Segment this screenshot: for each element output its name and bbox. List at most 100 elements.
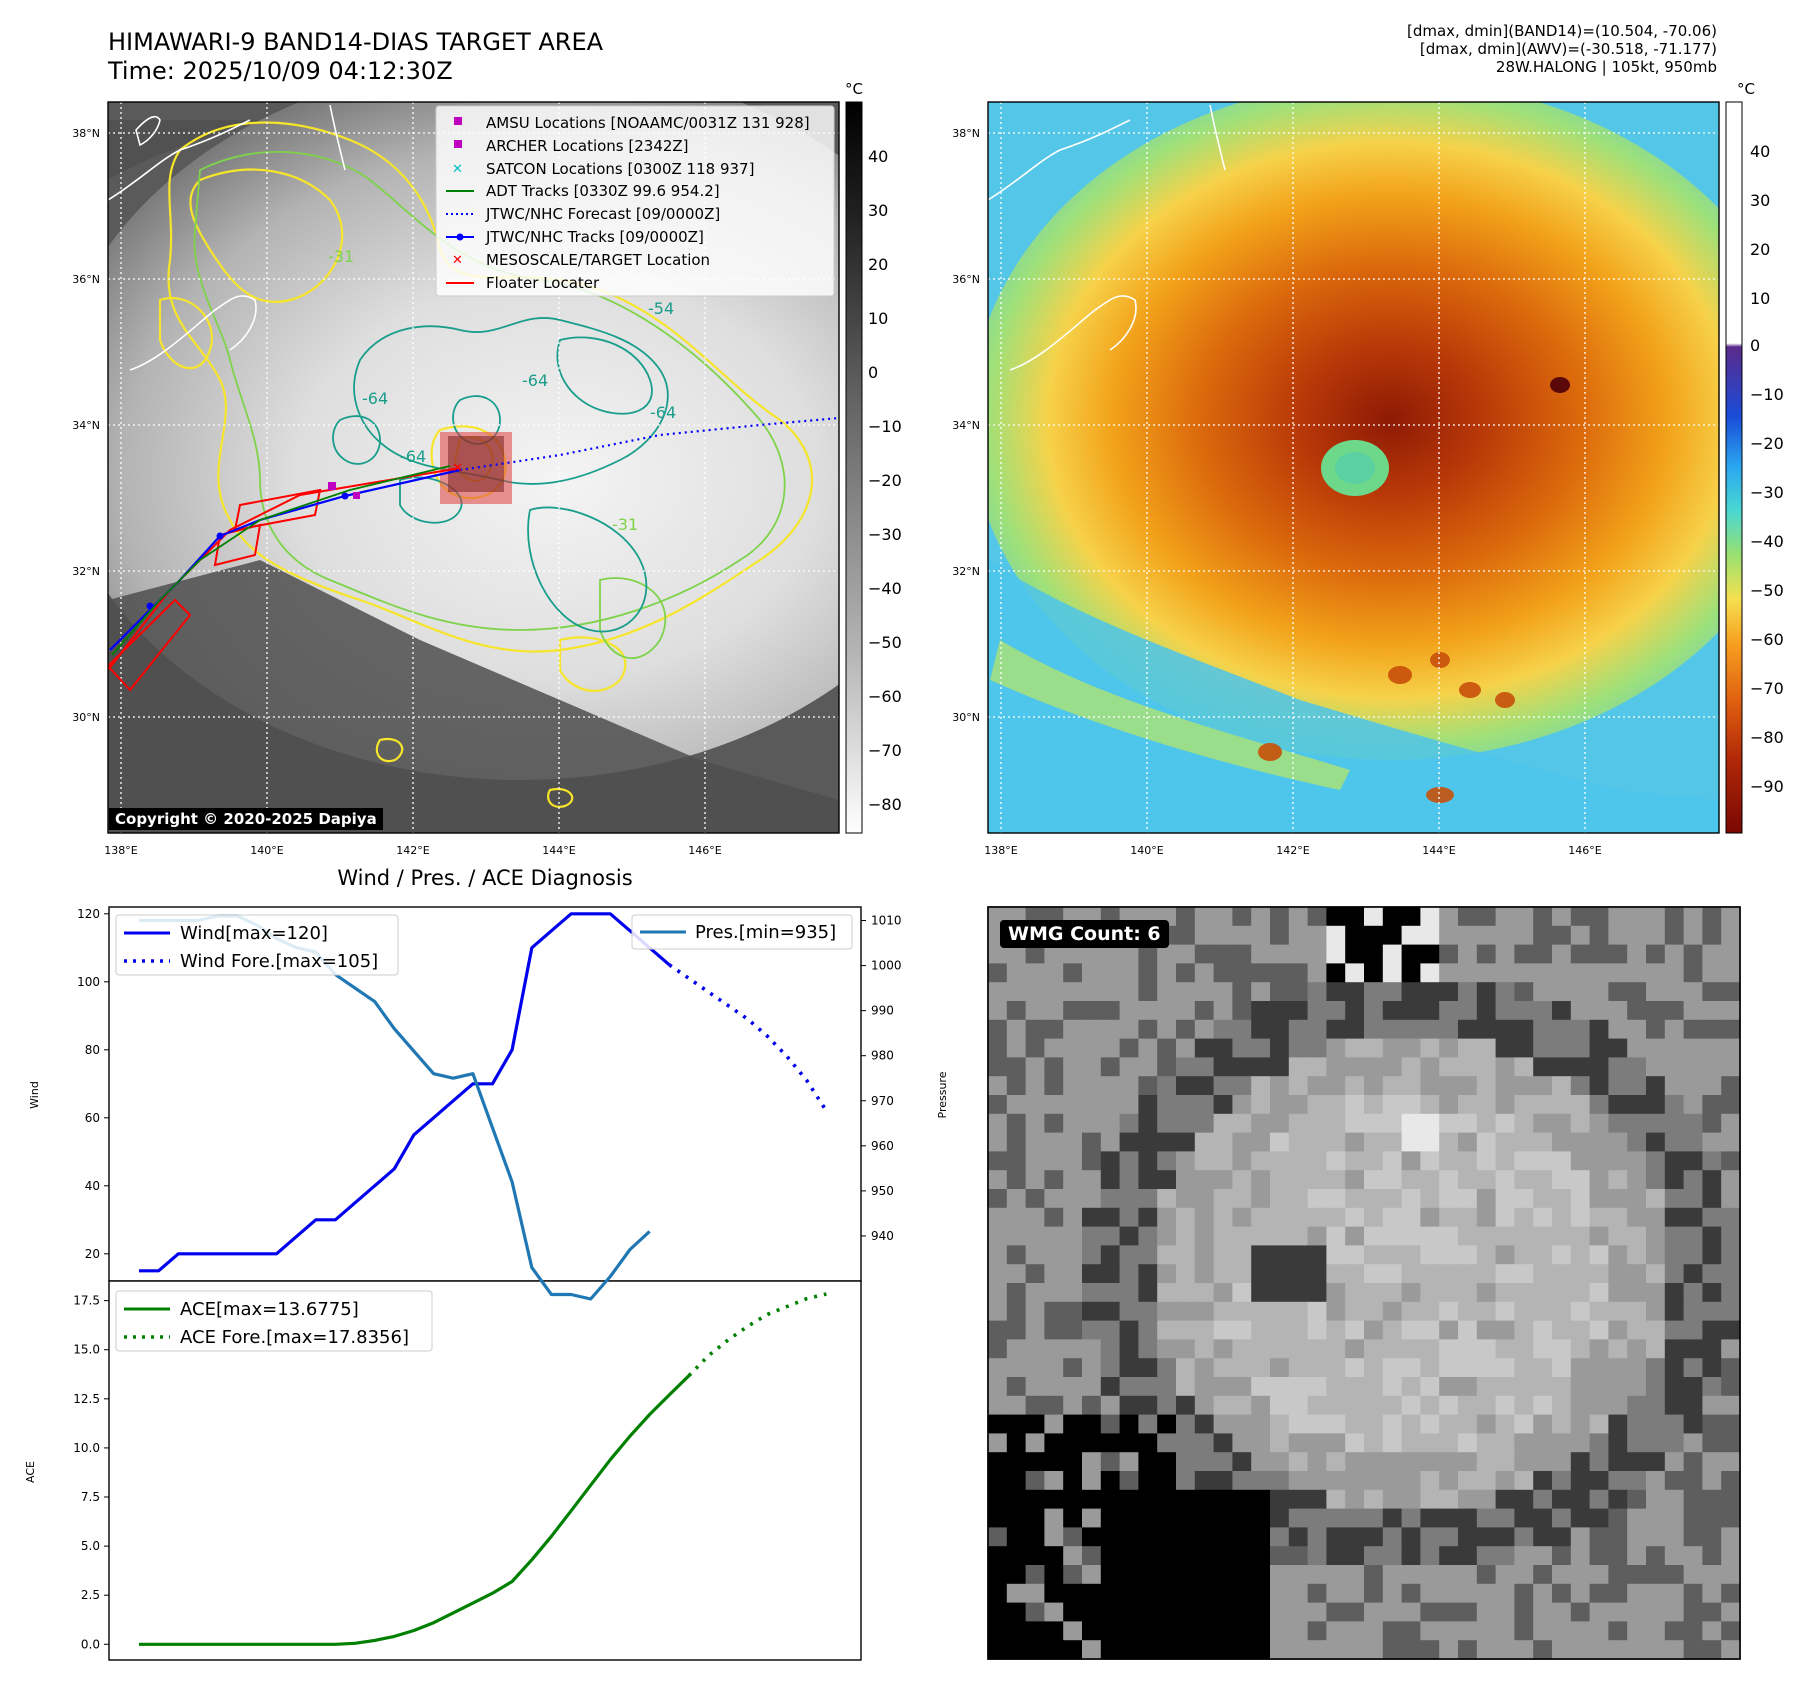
wmg-cell [1552,1226,1572,1246]
wmg-cell [1364,1565,1384,1585]
wmg-cell [1138,1377,1158,1397]
wmg-cell [1157,1489,1177,1510]
wmg-cell [1025,1546,1045,1566]
wmg-cell [1552,1170,1572,1190]
wmg-cell [1213,963,1233,983]
wmg-cell [1646,1640,1666,1660]
ace-y-ticks: 0.02.55.07.510.012.515.017.5 [73,1294,109,1651]
wmg-cell [1025,1301,1045,1322]
awv-image [988,102,1719,833]
wmg-cell [1514,1395,1534,1416]
wmg-cell [1157,1508,1177,1528]
wmg-cell [1213,925,1233,946]
wmg-cell [1476,1452,1497,1472]
wmg-cell [1251,1640,1271,1660]
wmg-count-badge: WMG Count: 6 [1000,920,1169,948]
wmg-cell [1702,1565,1722,1585]
wmg-cell [1439,1283,1459,1303]
wmg-cell [1138,1170,1158,1190]
wmg-cell [1721,1565,1741,1585]
wmg-cell [1063,1358,1083,1378]
wmg-cell [1627,1546,1647,1566]
wmg-cell [1138,1076,1158,1096]
wmg-cell [1288,1189,1309,1209]
wmg-cell [1401,1339,1421,1359]
pressure-legend: Pres.[min=935] [631,914,853,950]
wmg-cell [1213,1038,1233,1058]
legend-label: ADT Tracks [0330Z 99.6 954.2] [486,182,720,200]
wmg-cell [1495,1433,1515,1453]
wmg-cell [1533,1621,1553,1641]
wmg-cell [1420,1076,1440,1096]
wmg-cell [1664,1057,1685,1077]
colorbar-tick: −50 [1750,581,1784,600]
wmg-cell [1514,1433,1534,1453]
wmg-cell [1401,1301,1421,1322]
wmg-cell [1119,1358,1139,1378]
wmg-cell [1439,1245,1459,1265]
wmg-cell [1025,1170,1045,1190]
wmg-cell [1063,1452,1083,1472]
wmg-cell [1307,1019,1327,1040]
wmg-cell [1420,1132,1440,1152]
wmg-cell [1063,1226,1083,1246]
info-line-3: 28W.HALONG | 105kt, 950mb [1495,58,1717,76]
wmg-cell [1082,1395,1102,1416]
wmg-cell [1288,1508,1309,1528]
wmg-cell [1044,1264,1064,1284]
wmg-cell [1514,1189,1534,1209]
wmg-cell [1646,1621,1666,1641]
wmg-cell [1213,1095,1233,1115]
wmg-cell [1570,1001,1591,1021]
wmg-cell [988,1264,1008,1284]
wmg-cell [1476,1565,1497,1585]
wmg-cell [1627,1283,1647,1303]
wmg-cell [1514,1019,1534,1040]
wmg-cell [1382,925,1403,946]
wmg-cell [1063,1339,1083,1359]
wmg-cell [1420,1189,1440,1209]
wmg-cell [1119,1095,1139,1115]
wmg-cell [1495,1207,1515,1228]
wmg-cell [1288,1019,1309,1040]
wmg-cell [1364,1546,1384,1566]
wmg-cell [988,1151,1008,1171]
wmg-cell [1251,1151,1271,1171]
wmg-cell [1495,907,1515,927]
wmg-cell [1439,1019,1459,1040]
wmg-cell [1251,907,1271,927]
wmg-cell [1420,1471,1440,1491]
wmg-cell [1044,1132,1064,1152]
wmg-cell [1063,1471,1083,1491]
wmg-cell [1476,1395,1497,1416]
wmg-cell [1307,1095,1327,1115]
wmg-cell [1646,963,1666,983]
wmg-cell [1194,982,1215,1002]
wmg-cell [1646,1245,1666,1265]
wmg-cell [1570,1602,1591,1622]
wmg-cell [1533,1076,1553,1096]
wmg-cell [1082,1471,1102,1491]
wmg-cell [1552,1019,1572,1040]
wmg-cell [1683,1095,1703,1115]
wmg-cell [1382,1095,1403,1115]
wmg-cell [1683,1621,1703,1641]
contour-labels: -64 -64 -64 -64 -54 -31 -31 [328,247,676,534]
wmg-cell [1721,1226,1741,1246]
wmg-cell [1420,1226,1440,1246]
wmg-cell [1213,1602,1233,1622]
wmg-cell [1627,1452,1647,1472]
wmg-cell [1533,1414,1553,1434]
wmg-cell [1288,1283,1309,1303]
wmg-cell [1364,1283,1384,1303]
wmg-cell [1458,1377,1478,1397]
wmg-cell [1176,1057,1196,1077]
wmg-cell [1345,1395,1365,1416]
wmg-cell [1288,1207,1309,1228]
wmg-cell [1589,1132,1609,1152]
wmg-cell [1270,1076,1290,1096]
wmg-cell [1044,963,1064,983]
wmg-cell [1364,1170,1384,1190]
wmg-cell [1044,1207,1064,1228]
wmg-cell [1326,1283,1346,1303]
